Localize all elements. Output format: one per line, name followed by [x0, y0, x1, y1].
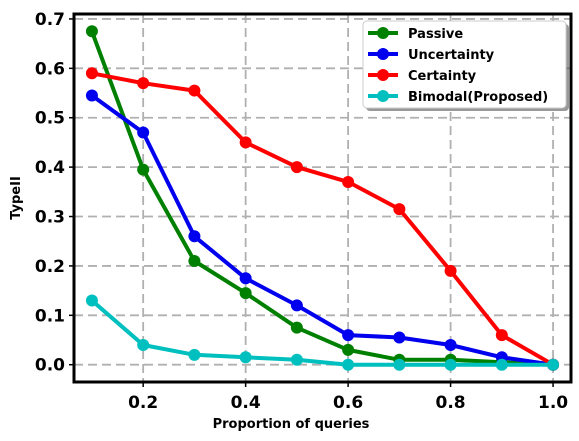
data-point-uncertainty [342, 329, 355, 342]
data-point-certainty [393, 203, 406, 216]
legend-entry-certainty: Certainty [368, 69, 477, 84]
data-point-certainty [239, 136, 252, 149]
x-tick-label: 0.8 [436, 393, 466, 413]
y-tick-label: 0.2 [35, 257, 65, 277]
data-point-bimodal-proposed [290, 353, 303, 366]
series-layer [85, 25, 560, 371]
data-point-certainty [85, 67, 98, 80]
x-axis-ticks: 0.2 0.4 0.6 0.8 1.0 [128, 382, 568, 413]
y-tick-label: 0.6 [35, 59, 65, 79]
x-tick-label: 1.0 [538, 393, 568, 413]
legend-label: Passive [408, 27, 463, 42]
data-point-bimodal-proposed [342, 358, 355, 371]
data-point-passive [85, 25, 98, 38]
legend-label: Bimodal(Proposed) [408, 90, 548, 105]
data-point-certainty [444, 264, 457, 277]
legend-marker [377, 48, 389, 60]
data-point-certainty [290, 161, 303, 174]
y-tick-label: 0.3 [35, 208, 65, 228]
data-point-certainty [188, 84, 201, 97]
data-point-uncertainty [85, 89, 98, 102]
y-tick-label: 0.7 [35, 10, 65, 30]
legend-label: Certainty [408, 69, 477, 84]
data-point-passive [342, 343, 355, 356]
x-tick-label: 0.6 [333, 393, 363, 413]
data-point-bimodal-proposed [444, 358, 457, 371]
y-tick-label: 0.5 [35, 109, 65, 129]
legend-entry-passive: Passive [368, 27, 463, 42]
data-point-bimodal-proposed [393, 358, 406, 371]
x-tick-label: 0.2 [128, 393, 158, 413]
data-point-certainty [137, 77, 150, 90]
data-point-passive [290, 321, 303, 334]
legend-marker [377, 27, 389, 39]
data-point-passive [239, 287, 252, 300]
series-line-passive [90, 30, 554, 367]
data-point-bimodal-proposed [547, 358, 560, 371]
y-tick-label: 0.4 [35, 158, 65, 178]
y-axis-label: TypeII [9, 176, 24, 220]
legend-entry-uncertainty: Uncertainty [368, 48, 495, 63]
series-line-bimodal-proposed [90, 298, 554, 367]
legend-marker [377, 69, 389, 81]
data-point-bimodal-proposed [239, 351, 252, 364]
legend-marker [377, 90, 389, 102]
data-point-bimodal-proposed [495, 358, 508, 371]
series-line-uncertainty [90, 93, 554, 367]
data-point-bimodal-proposed [188, 348, 201, 361]
series-line-certainty [91, 71, 555, 367]
data-point-uncertainty [290, 299, 303, 312]
legend-label: Uncertainty [408, 48, 495, 63]
data-point-certainty [495, 329, 508, 342]
series-bimodal-proposed [85, 294, 560, 371]
data-point-passive [137, 163, 150, 176]
data-point-uncertainty [239, 272, 252, 285]
data-point-bimodal-proposed [137, 338, 150, 351]
data-point-uncertainty [393, 331, 406, 344]
series-uncertainty [85, 89, 560, 371]
x-axis-label: Proportion of queries [213, 417, 370, 432]
data-point-passive [188, 254, 201, 267]
legend-box [362, 20, 567, 109]
data-point-certainty [342, 175, 355, 188]
data-point-uncertainty [444, 338, 457, 351]
plot-frame [72, 12, 573, 384]
legend: Passive Uncertainty Certainty Bimodal(Propo… [362, 20, 569, 111]
data-point-uncertainty [188, 230, 201, 243]
data-point-bimodal-proposed [85, 294, 98, 307]
data-point-uncertainty [137, 126, 150, 139]
x-tick-label: 0.4 [231, 393, 261, 413]
y-axis-ticks: 0.0 0.1 0.2 0.3 0.4 0.5 0.6 0.7 [35, 10, 74, 376]
legend-entry-bimodal-proposed: Bimodal(Proposed) [368, 90, 548, 105]
y-tick-label: 0.0 [35, 356, 65, 376]
y-tick-label: 0.1 [35, 306, 65, 326]
